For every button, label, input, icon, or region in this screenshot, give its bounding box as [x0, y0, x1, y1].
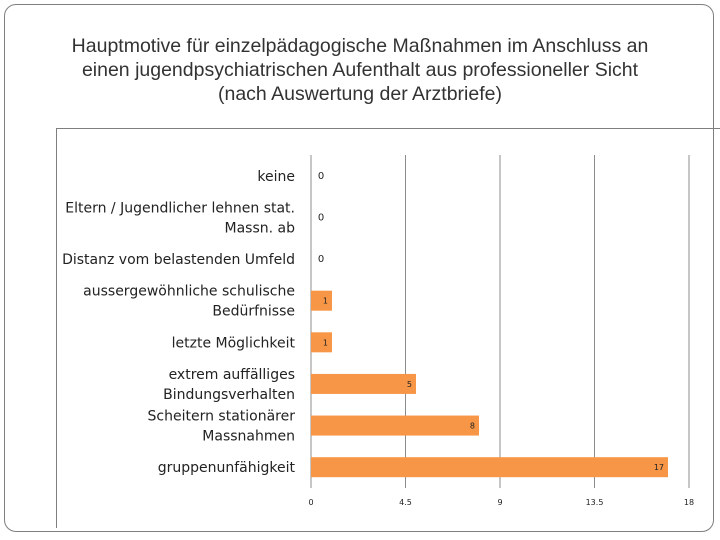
title-line-1: Hauptmotive für einzelpädagogische Maßna…: [71, 35, 649, 57]
category-label: gruppenunfähigkeit: [158, 460, 296, 476]
bar: [311, 457, 668, 478]
data-label: 0: [318, 171, 324, 182]
x-tick-label: 4.5: [399, 498, 412, 507]
data-label: 0: [318, 254, 324, 265]
chart-area-border: [56, 128, 720, 528]
title-line-3: (nach Auswertung der Arztbriefe): [218, 83, 502, 105]
category-label: keine: [257, 169, 295, 185]
bar: [311, 373, 416, 394]
category-label: extrem auffälliges: [169, 367, 295, 383]
x-tick-label: 0: [308, 498, 313, 507]
data-label: 1: [323, 297, 328, 306]
slide-frame: [4, 4, 714, 532]
bar: [311, 332, 332, 353]
category-label: Bedürfnisse: [212, 304, 295, 320]
chart-title: Hauptmotive für einzelpädagogische Maßna…: [40, 34, 680, 106]
data-label: 1: [323, 338, 328, 347]
category-label: letzte Möglichkeit: [172, 335, 296, 351]
title-line-2: einen jugendpsychiatrischen Aufenthalt a…: [81, 59, 639, 81]
category-label: Massnahmen: [202, 429, 295, 445]
category-label: Scheitern stationärer: [148, 409, 296, 425]
category-label: Massn. ab: [225, 220, 296, 236]
data-label: 17: [654, 463, 664, 472]
category-label: Distanz vom belastenden Umfeld: [62, 252, 295, 268]
category-label: Bindungsverhalten: [163, 387, 295, 403]
data-label: 8: [470, 422, 475, 431]
bar: [311, 415, 479, 436]
category-label: Eltern / Jugendlicher lehnen stat.: [65, 200, 295, 216]
data-label: 0: [318, 212, 324, 223]
data-label: 5: [407, 380, 412, 389]
x-tick-label: 18: [684, 498, 694, 507]
bar: [311, 290, 332, 311]
x-tick-label: 13.5: [586, 498, 604, 507]
category-label: aussergewöhnliche schulische: [83, 284, 295, 300]
x-tick-label: 9: [497, 498, 502, 507]
